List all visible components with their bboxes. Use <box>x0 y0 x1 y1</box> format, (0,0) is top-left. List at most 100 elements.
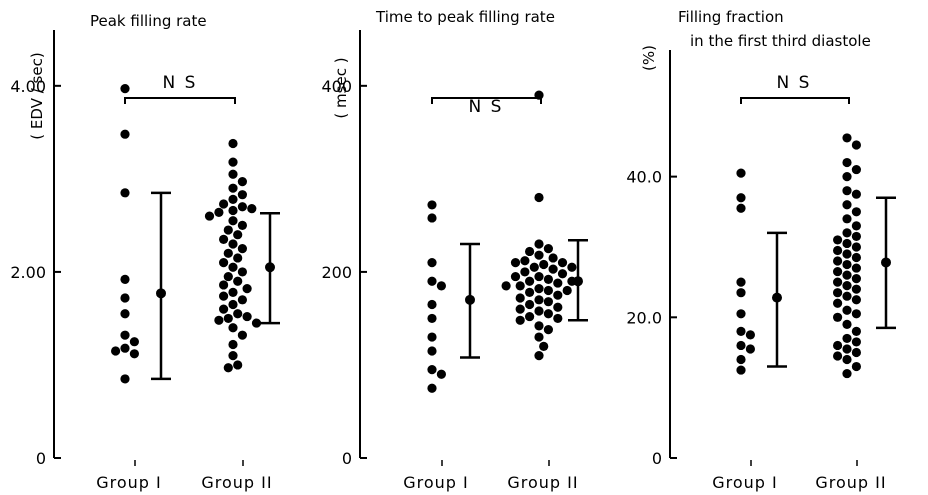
y-tick-label: 0 <box>652 449 662 468</box>
data-point <box>851 164 861 175</box>
significance-bracket <box>124 97 236 104</box>
data-point <box>111 346 121 356</box>
data-point <box>534 351 544 361</box>
data-point <box>534 90 544 100</box>
data-point <box>851 263 861 273</box>
data-point <box>842 368 852 379</box>
data-point <box>534 321 544 331</box>
data-point <box>120 274 130 284</box>
data-point <box>228 183 238 193</box>
data-point <box>833 340 843 351</box>
data-point <box>228 157 238 167</box>
data-point <box>851 361 861 372</box>
data-point <box>219 258 229 268</box>
data-point <box>120 309 130 319</box>
data-point <box>842 354 852 365</box>
data-point <box>219 199 229 209</box>
chart-panel-peak-filling-rate: Peak filling rate ( EDV / sec) N S 0 2.00… <box>0 0 310 495</box>
chart-panel-time-to-peak: Time to peak filling rate ( msec ) N S 0… <box>308 0 618 495</box>
data-point <box>223 225 233 235</box>
data-point <box>515 293 525 303</box>
data-point <box>543 309 553 319</box>
data-point <box>736 277 746 287</box>
x-category-label: Group II <box>201 473 272 492</box>
data-point <box>851 347 861 358</box>
y-tick-label: 0 <box>36 449 46 468</box>
data-point <box>120 293 130 303</box>
data-point <box>247 204 257 214</box>
data-point <box>842 281 852 291</box>
data-point <box>237 267 247 277</box>
data-point <box>223 271 233 282</box>
data-point <box>833 351 843 361</box>
data-point <box>736 203 746 213</box>
data-point <box>228 169 238 179</box>
significance-label: N S <box>469 97 504 117</box>
data-point <box>237 177 247 187</box>
data-point <box>219 280 229 290</box>
significance-label: N S <box>777 73 812 93</box>
data-point <box>833 235 843 245</box>
significance-bracket <box>740 97 850 104</box>
data-point <box>745 330 755 340</box>
data-point <box>842 200 852 210</box>
data-point <box>120 84 130 94</box>
data-point <box>427 332 437 342</box>
data-point <box>534 239 544 249</box>
mean-point <box>465 294 475 305</box>
data-point <box>833 256 843 266</box>
y-axis-label: ( EDV / sec) <box>28 52 46 139</box>
data-point <box>237 330 247 340</box>
chart-title: Time to peak filling rate <box>375 8 555 26</box>
data-point <box>534 332 544 342</box>
data-point <box>510 271 521 282</box>
data-point <box>833 266 843 277</box>
data-point <box>842 133 852 143</box>
data-point <box>851 326 861 336</box>
data-point <box>223 363 233 373</box>
x-category-label: Group II <box>507 473 578 492</box>
data-point <box>851 140 861 150</box>
y-tick-label: 0 <box>342 449 352 468</box>
data-point <box>427 383 437 393</box>
y-axis-label: ( msec ) <box>332 57 350 118</box>
data-point <box>851 231 861 242</box>
chart-title: Filling fraction <box>678 8 784 26</box>
data-point <box>120 343 130 353</box>
data-point <box>736 193 746 203</box>
x-category-label: Group I <box>96 473 162 492</box>
data-point <box>842 270 852 280</box>
data-point <box>223 313 233 324</box>
data-point <box>553 290 563 300</box>
data-point <box>534 271 544 282</box>
data-point <box>120 188 130 198</box>
data-point <box>120 330 130 340</box>
data-point <box>842 291 852 301</box>
data-point <box>543 285 553 296</box>
data-point <box>543 274 553 284</box>
data-point <box>842 214 852 224</box>
data-point <box>237 202 247 212</box>
data-point <box>833 298 843 308</box>
data-point <box>219 304 229 314</box>
data-point <box>233 276 243 286</box>
data-point <box>525 246 535 257</box>
data-point <box>557 258 568 268</box>
data-point <box>237 295 247 305</box>
data-point <box>427 346 437 356</box>
data-point <box>233 309 243 319</box>
significance-label: N S <box>163 73 198 93</box>
data-point <box>525 287 535 297</box>
data-point <box>219 291 229 301</box>
data-point <box>833 245 843 256</box>
data-point <box>515 281 525 291</box>
data-point <box>427 213 437 223</box>
data-point <box>251 318 262 328</box>
data-point <box>228 351 238 361</box>
data-point <box>228 194 238 204</box>
mean-point <box>772 292 782 303</box>
data-point <box>204 211 215 221</box>
data-point <box>736 309 746 319</box>
chart-panel-filling-fraction: Filling fraction in the first third dias… <box>616 0 926 495</box>
data-point <box>525 299 535 310</box>
